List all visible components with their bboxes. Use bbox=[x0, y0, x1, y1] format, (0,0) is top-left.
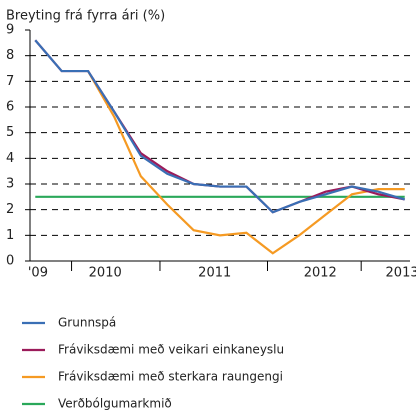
y-tick-label: 0 bbox=[6, 254, 14, 269]
x-tick-label: 2012 bbox=[304, 266, 337, 281]
legend-label: Fráviksdæmi með sterkara raungengi bbox=[58, 370, 283, 384]
legend-label: Fráviksdæmi með veikari einkaneyslu bbox=[58, 343, 284, 357]
y-tick-label: 7 bbox=[6, 74, 14, 89]
y-tick-label: 4 bbox=[6, 151, 14, 166]
y-tick-label: 3 bbox=[6, 177, 14, 192]
series-line bbox=[34, 39, 406, 214]
x-tick-label: 2010 bbox=[89, 266, 122, 281]
y-tick-label: 8 bbox=[6, 48, 14, 63]
y-tick-label: 1 bbox=[6, 228, 14, 243]
legend-label: Grunnspá bbox=[58, 316, 116, 330]
series-line bbox=[87, 70, 405, 255]
x-tick-label: 2011 bbox=[198, 266, 231, 281]
chart-title: Breyting frá fyrra ári (%) bbox=[6, 9, 165, 24]
y-tick-label: 6 bbox=[6, 100, 14, 115]
legend-label: Verðbólgumarkmið bbox=[58, 397, 172, 411]
y-tick-label: 2 bbox=[6, 202, 14, 217]
y-tick-label: 9 bbox=[6, 23, 14, 38]
y-tick-label: 5 bbox=[6, 125, 14, 140]
x-tick-label: '09 bbox=[28, 266, 48, 281]
x-tick-label: 2013 bbox=[386, 266, 416, 281]
